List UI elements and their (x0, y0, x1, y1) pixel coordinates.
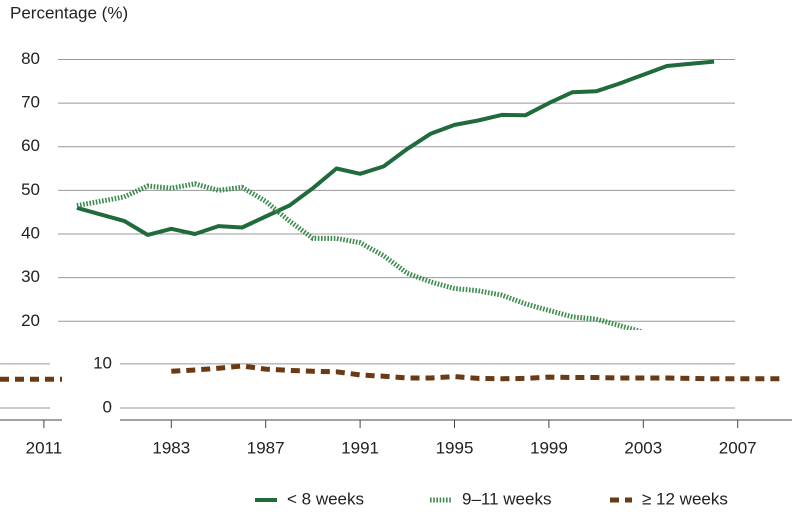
x-tick-label: 1983 (152, 438, 190, 457)
y-tick-label: 30 (21, 267, 40, 286)
y-tick-label: 60 (21, 136, 40, 155)
x-tick-label: 2007 (719, 438, 757, 457)
x-tick-label: 1999 (530, 438, 568, 457)
legend-label: ≥ 12 weeks (642, 489, 728, 508)
x-tick-label: 2011 (26, 438, 63, 457)
x-tick-label: 1987 (247, 438, 285, 457)
y-tick-label: 0 (103, 397, 112, 416)
y-tick-label: 20 (21, 311, 40, 330)
x-tick-label: 1991 (341, 438, 379, 457)
y-tick-label: 50 (21, 180, 40, 199)
y-tick-label: 10 (93, 353, 112, 372)
series-line (76, 59, 715, 237)
x-tick-label: 2003 (624, 438, 662, 457)
y-tick-label: 80 (21, 49, 40, 68)
legend-label: < 8 weeks (287, 489, 364, 508)
series-line (76, 181, 646, 330)
x-tick-label: 1995 (436, 438, 474, 457)
series-line (171, 363, 785, 382)
y-tick-label: 70 (21, 93, 40, 112)
legend-label: 9–11 weeks (462, 489, 551, 508)
y-axis-label: Percentage (%) (10, 3, 128, 22)
y-tick-label: 40 (21, 223, 40, 242)
